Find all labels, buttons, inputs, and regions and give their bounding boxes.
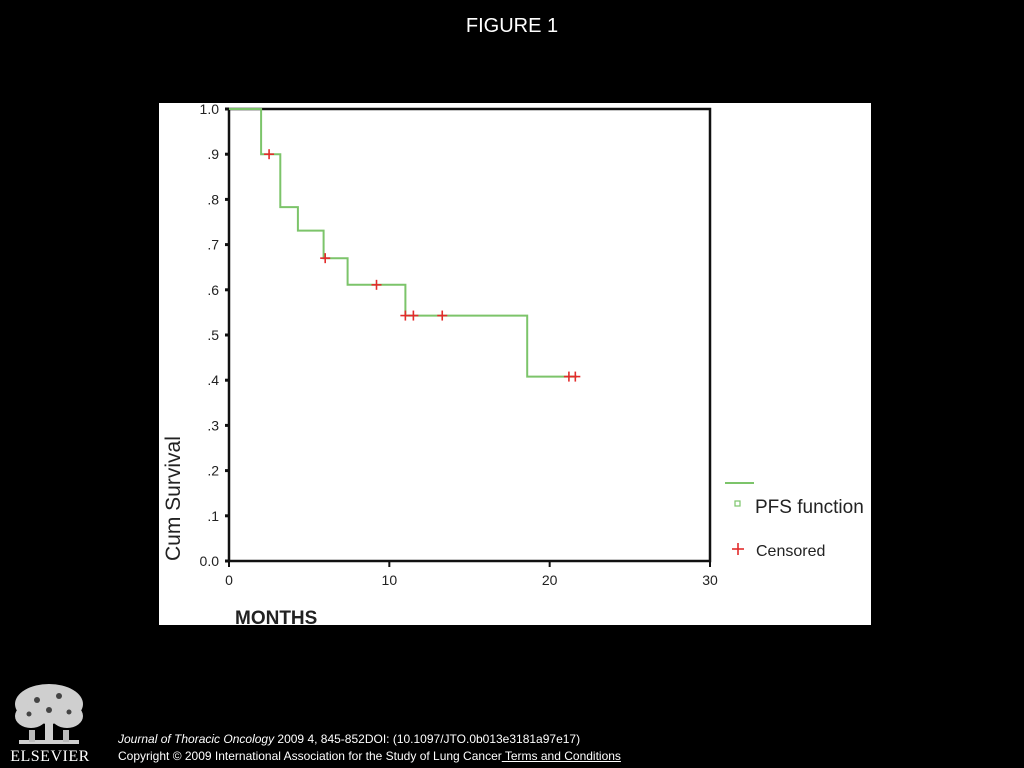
legend-function-label: PFS function [755, 497, 864, 518]
x-tick-label: 20 [542, 572, 558, 588]
y-tick-label: .8 [207, 191, 219, 207]
y-tick-label: .6 [207, 282, 219, 298]
copyright-text: Copyright © 2009 International Associati… [118, 749, 502, 763]
y-tick-label: 0.0 [200, 553, 220, 569]
censored-marker [371, 279, 382, 290]
censored-marker [437, 310, 448, 321]
elsevier-wordmark: ELSEVIER [10, 748, 90, 765]
chart-panel: 0.0 .1 .2 .3 .4 .5 .6 .7 .8 .9 1.0 0 10 20 30 MONTHS Cum… [159, 103, 871, 625]
plot-frame [227, 107, 712, 563]
copyright-line: Copyright © 2009 International Associati… [118, 748, 621, 765]
x-tick-label: 30 [702, 572, 718, 588]
y-tick-label: .9 [207, 146, 219, 162]
censored-marker [570, 371, 581, 382]
km-chart: 0.0 .1 .2 .3 .4 .5 .6 .7 .8 .9 1.0 0 10 20 30 MONTHS Cum… [162, 103, 864, 625]
y-tick-label: .5 [207, 327, 219, 343]
legend-censored-marker [732, 543, 744, 555]
y-tick-label: .4 [207, 372, 219, 388]
censored-marker [408, 310, 419, 321]
citation-footer: Journal of Thoracic Oncology 2009 4, 845… [118, 731, 621, 765]
journal-name: Journal of Thoracic Oncology [118, 732, 275, 746]
y-tick-label: .2 [207, 463, 219, 479]
legend-function-marker [734, 500, 741, 507]
y-tick-label: .7 [207, 237, 219, 253]
y-tick-label: .3 [207, 417, 219, 433]
y-tick-label: .1 [207, 508, 219, 524]
figure-title: FIGURE 1 [465, 15, 559, 37]
x-tick-label: 10 [382, 572, 398, 588]
x-tick-label: 0 [225, 572, 233, 588]
elsevier-tree-logo [15, 684, 83, 744]
censored-marker [320, 253, 331, 264]
legend-censored-label: Censored [756, 543, 825, 560]
x-axis-label: MONTHS [235, 608, 317, 625]
citation-line: Journal of Thoracic Oncology 2009 4, 845… [118, 731, 621, 748]
censored-marker [264, 149, 275, 160]
y-axis-label: Cum Survival [162, 436, 185, 561]
citation-details: 2009 4, 845-852DOI: (10.1097/JTO.0b013e3… [274, 732, 581, 746]
y-tick-label: 1.0 [200, 103, 220, 117]
terms-link[interactable]: Terms and Conditions [501, 749, 621, 763]
pfs-function-line [229, 108, 577, 378]
